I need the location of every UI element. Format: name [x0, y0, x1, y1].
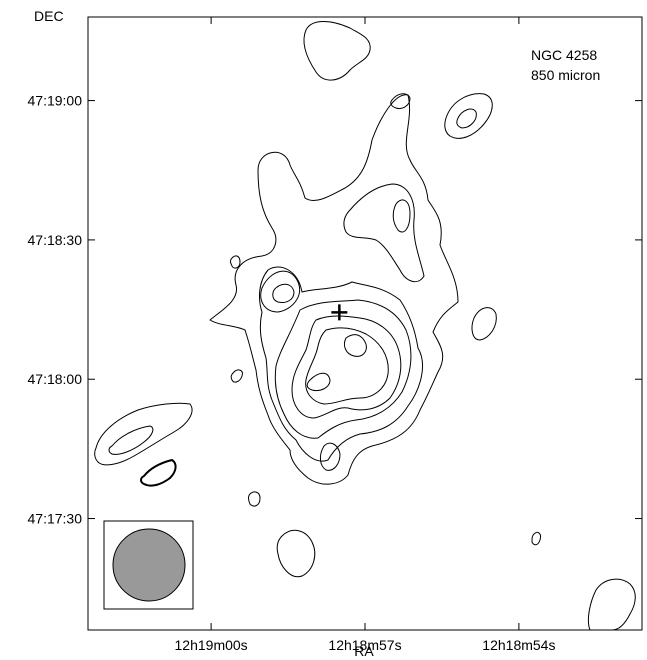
contour-patch-ne-outer [444, 93, 493, 139]
wavelength-label: 850 micron [531, 67, 600, 83]
nucleus-cross-marker [331, 304, 348, 321]
contour-patch-sw-inner [108, 425, 154, 455]
contour-peak-south [306, 372, 331, 391]
contour-level-3-main [274, 299, 412, 439]
x-tick-label: 12h18m57s [328, 637, 401, 653]
contour-patch-south-small [319, 442, 341, 471]
x-tick-label: 12h19m00s [175, 637, 248, 653]
contour-level-4-main [291, 315, 402, 419]
source-name-label: NGC 4258 [531, 47, 597, 63]
contour-north-arm-2 [343, 183, 425, 283]
y-tick-label: 47:19:00 [28, 93, 83, 109]
contour-patch-west-small [230, 255, 241, 269]
contour-nw-knot-outer [260, 270, 300, 313]
contour-north-arm-3 [392, 199, 411, 233]
contour-patch-east [471, 307, 497, 341]
contour-patch-sw-outer [94, 402, 193, 466]
contour-negative [140, 459, 177, 487]
contour-level-1-main [209, 94, 459, 485]
y-axis-label: DEC [34, 8, 64, 24]
contour-patch-north-small [390, 93, 411, 109]
x-axis-label: RA [354, 643, 374, 659]
contour-nw-knot-inner [272, 283, 295, 303]
beam-inset [103, 520, 194, 610]
contour-patch-se-small [531, 531, 541, 546]
contour-peak-east [343, 334, 367, 357]
y-tick-label: 47:17:30 [28, 511, 83, 527]
y-tick-label: 47:18:00 [28, 371, 83, 387]
beam-circle [112, 528, 186, 602]
contour-patch-sw-small-a [230, 369, 243, 383]
axis-ticks: 12h19m00s 12h18m57s 12h18m54s 47:19:00 47:18… [28, 17, 642, 653]
contour-patch-top [303, 21, 371, 81]
contours [94, 21, 636, 631]
contour-level-5-main [305, 327, 389, 405]
contour-level-2-main [259, 266, 424, 462]
contour-patch-ne-inner [456, 108, 477, 129]
contour-patch-south-3 [276, 529, 316, 578]
contour-patch-corner-se [587, 578, 636, 631]
y-tick-label: 47:18:30 [28, 232, 83, 248]
contour-patch-south-2 [248, 491, 261, 507]
x-tick-label: 12h18m54s [482, 637, 555, 653]
